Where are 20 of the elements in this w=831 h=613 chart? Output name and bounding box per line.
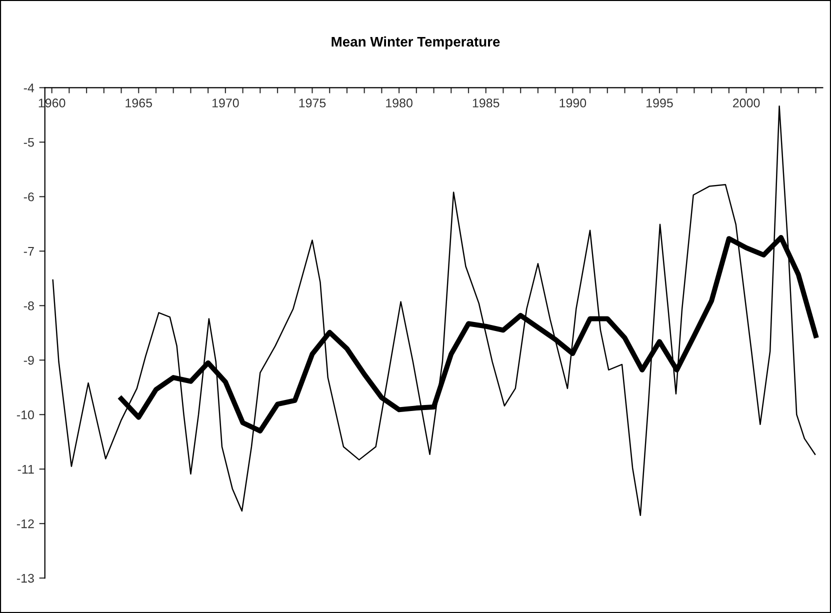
line-series: [52, 106, 816, 516]
y-tick-label: -9: [24, 356, 34, 365]
x-tick-label: 1985: [472, 98, 500, 108]
x-tick-label: 1975: [299, 98, 326, 108]
y-tick-label: -11: [18, 465, 34, 474]
y-tick-label: -10: [16, 410, 34, 420]
x-tick-label: 2000: [733, 98, 760, 108]
x-tick-label: 1995: [646, 98, 673, 108]
y-tick-label: -8: [24, 301, 34, 310]
x-tick-label: 1980: [386, 98, 412, 108]
x-tick-label: 1965: [126, 98, 152, 108]
y-tick-label: -7: [24, 247, 34, 256]
y-tick-label: -4: [24, 84, 34, 92]
x-tick-label: 1990: [560, 98, 586, 108]
y-tick-label: -5: [24, 138, 34, 147]
y-tick-label: -12: [16, 519, 34, 528]
x-tick-label: 1970: [212, 98, 239, 108]
y-tick-label: -13: [16, 574, 34, 583]
y-tick-label: -6: [24, 192, 34, 202]
chart-title: Mean Winter Temperature: [332, 36, 500, 50]
